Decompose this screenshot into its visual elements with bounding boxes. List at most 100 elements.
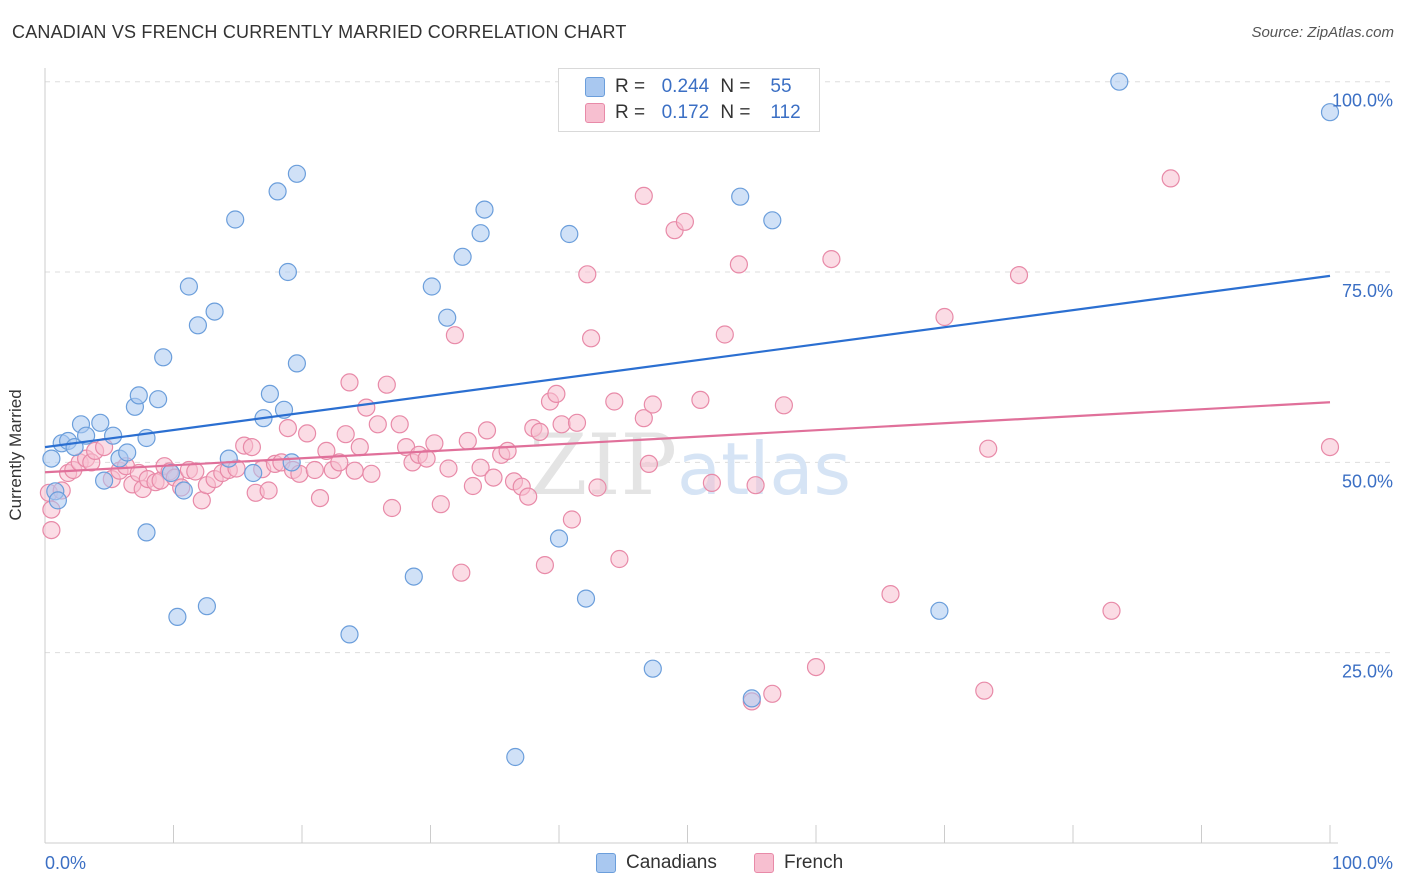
canadians-point[interactable] [340, 625, 359, 644]
french-point[interactable] [382, 498, 402, 518]
french-point[interactable] [259, 481, 278, 500]
french-point[interactable] [310, 489, 330, 508]
canadians-point[interactable] [168, 607, 187, 627]
canadians-point[interactable] [161, 463, 180, 483]
french-point[interactable] [567, 413, 587, 432]
french-point[interactable] [1102, 601, 1121, 620]
french-point[interactable] [340, 373, 359, 392]
french-point[interactable] [357, 398, 376, 417]
canadians-point[interactable] [260, 384, 279, 403]
french-point[interactable] [547, 384, 566, 403]
french-point[interactable] [471, 458, 490, 477]
french-point[interactable] [439, 459, 458, 478]
french-point[interactable] [774, 396, 794, 415]
canadians-point[interactable] [576, 589, 596, 608]
canadians-point[interactable] [560, 224, 579, 244]
canadians-point[interactable] [94, 471, 114, 490]
french-point[interactable] [463, 476, 482, 496]
canadians-point[interactable] [268, 182, 287, 201]
canadians-point[interactable] [1110, 72, 1129, 91]
french-point[interactable] [368, 415, 387, 434]
french-point[interactable] [715, 325, 734, 344]
canadians-point[interactable] [1320, 103, 1340, 122]
canadians-point[interactable] [287, 354, 306, 373]
canadians-point[interactable] [742, 689, 761, 708]
french-point[interactable] [298, 424, 317, 443]
french-point[interactable] [425, 434, 444, 453]
french-point[interactable] [763, 684, 782, 703]
french-point[interactable] [729, 255, 749, 274]
french-point[interactable] [484, 468, 503, 487]
french-point[interactable] [702, 473, 722, 492]
french-point[interactable] [452, 563, 471, 582]
french-point[interactable] [634, 186, 653, 205]
french-point[interactable] [634, 409, 653, 428]
french-point[interactable] [639, 454, 659, 473]
canadians-point[interactable] [129, 386, 148, 405]
french-point[interactable] [530, 422, 549, 441]
canadians-point[interactable] [475, 200, 494, 219]
french-point[interactable] [477, 421, 497, 440]
french-point[interactable] [691, 390, 710, 409]
french-point[interactable] [1009, 266, 1029, 285]
french-point[interactable] [42, 520, 61, 540]
canadians-point[interactable] [282, 453, 301, 472]
canadians-point[interactable] [154, 348, 173, 367]
french-point[interactable] [317, 441, 336, 460]
canadians-point[interactable] [205, 302, 224, 321]
french-point[interactable] [643, 395, 662, 414]
canadians-point[interactable] [404, 567, 423, 586]
french-point[interactable] [350, 438, 369, 457]
french-point[interactable] [881, 584, 900, 604]
canadians-point[interactable] [174, 481, 193, 500]
french-point[interactable] [979, 439, 998, 458]
canadians-point[interactable] [549, 529, 569, 548]
french-point[interactable] [458, 431, 477, 451]
french-point[interactable] [610, 549, 629, 569]
canadians-point[interactable] [244, 463, 263, 483]
canadians-point[interactable] [42, 449, 61, 468]
french-point[interactable] [242, 438, 261, 457]
french-point[interactable] [975, 681, 994, 700]
french-point[interactable] [806, 657, 826, 677]
canadians-point[interactable] [188, 316, 207, 335]
french-point[interactable] [519, 487, 538, 506]
french-point[interactable] [390, 415, 409, 434]
legend-item-canadians[interactable]: Canadians [596, 852, 717, 874]
french-point[interactable] [445, 326, 464, 345]
canadians-point[interactable] [731, 187, 750, 206]
french-point[interactable] [278, 419, 297, 438]
canadians-point[interactable] [118, 443, 137, 462]
french-point[interactable] [498, 441, 517, 460]
canadians-point[interactable] [287, 164, 306, 183]
french-point[interactable] [192, 491, 211, 510]
canadians-point[interactable] [137, 523, 156, 542]
canadians-point[interactable] [197, 597, 216, 616]
canadians-point[interactable] [48, 491, 68, 510]
french-point[interactable] [417, 449, 436, 468]
legend-item-french[interactable]: French [754, 852, 843, 874]
french-point[interactable] [605, 392, 624, 411]
canadians-point[interactable] [179, 277, 198, 296]
canadians-point[interactable] [438, 308, 457, 327]
canadians-point[interactable] [149, 390, 168, 409]
french-point[interactable] [330, 453, 349, 472]
canadians-point[interactable] [226, 210, 245, 229]
canadians-point[interactable] [643, 659, 662, 678]
canadians-point[interactable] [76, 426, 96, 445]
french-point[interactable] [362, 464, 381, 483]
canadians-point[interactable] [278, 262, 297, 282]
canadians-point[interactable] [219, 449, 238, 468]
canadians-point[interactable] [506, 747, 525, 767]
french-point[interactable] [377, 375, 396, 394]
canadians-point[interactable] [930, 601, 949, 620]
french-point[interactable] [581, 329, 601, 348]
french-point[interactable] [431, 495, 450, 514]
french-point[interactable] [562, 510, 582, 529]
canadians-point[interactable] [453, 247, 472, 266]
french-point[interactable] [675, 212, 695, 231]
canadians-point[interactable] [91, 413, 110, 432]
french-point[interactable] [535, 555, 555, 575]
canadians-point[interactable] [422, 277, 441, 296]
canadians-point[interactable] [471, 224, 490, 243]
